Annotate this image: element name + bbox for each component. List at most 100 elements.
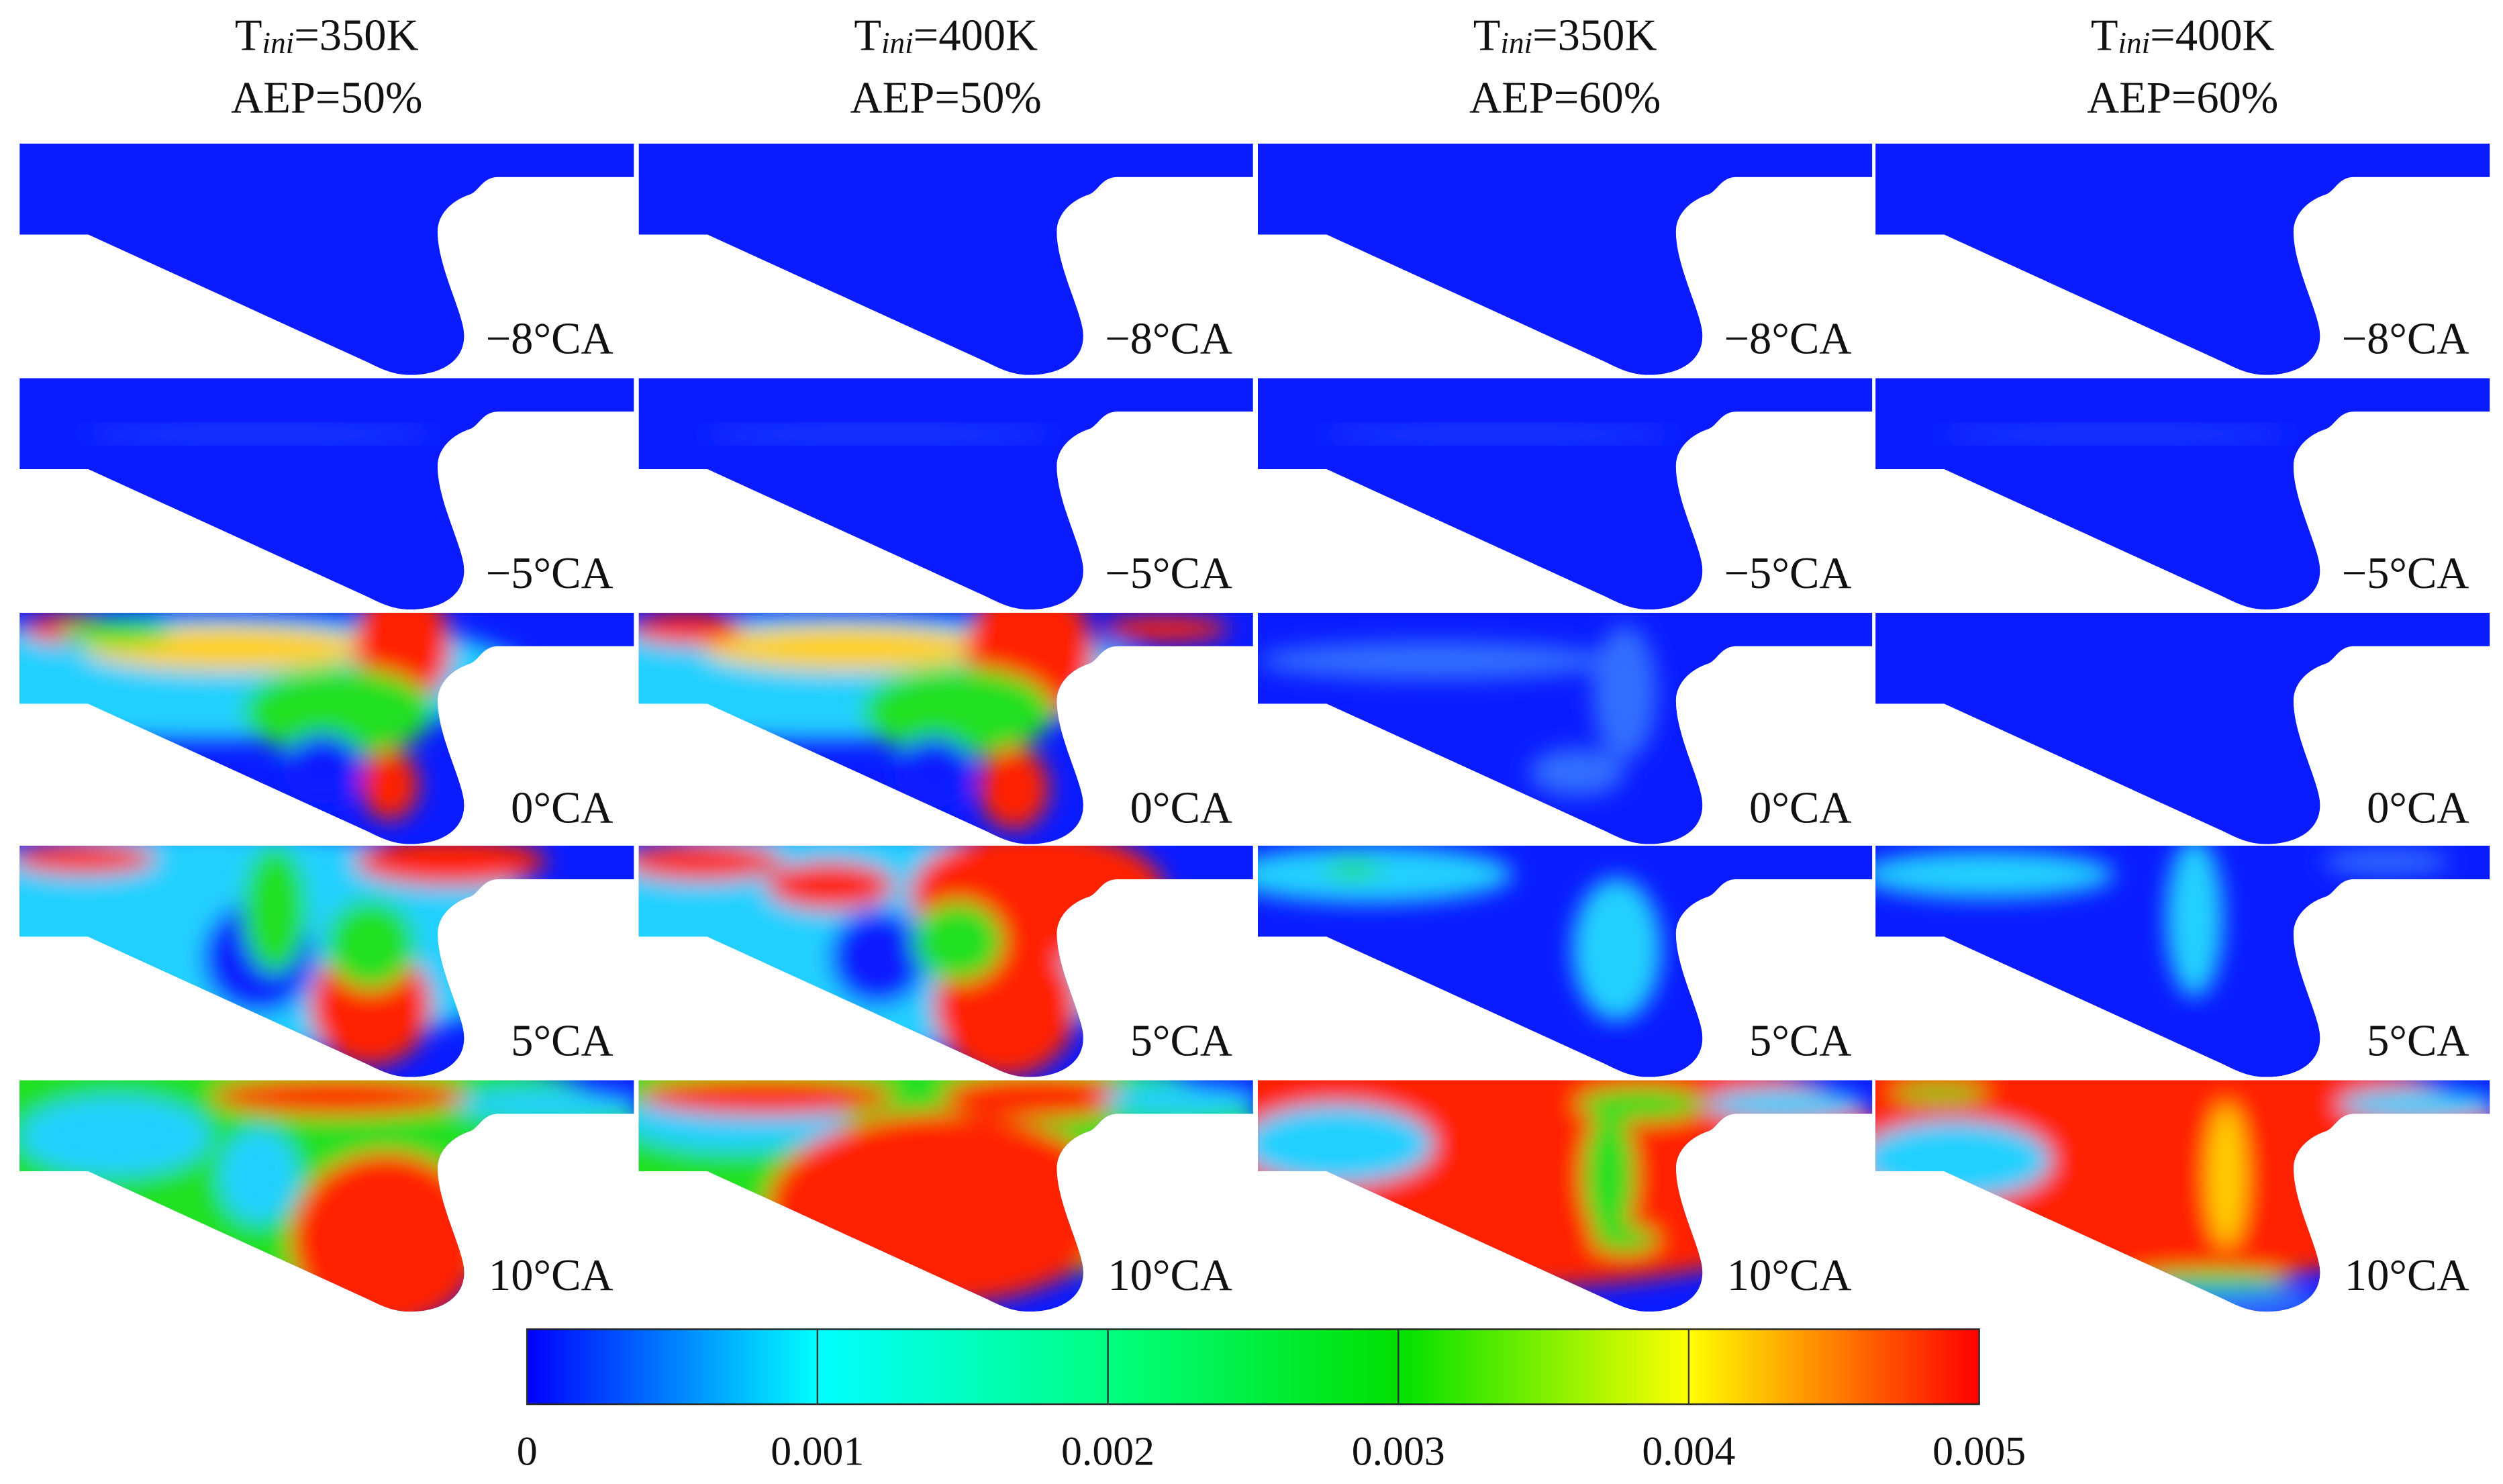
contour-region bbox=[702, 625, 990, 671]
colorbar-tick-label: 0.004 bbox=[1642, 1428, 1735, 1474]
contour-panel bbox=[638, 378, 1253, 610]
colorbar-tick-label: 0 bbox=[517, 1428, 538, 1474]
domain bbox=[1258, 143, 1873, 375]
title-subscript: ini bbox=[262, 26, 295, 60]
contour-field bbox=[1258, 1080, 1873, 1288]
row-label: 0°CA bbox=[511, 783, 613, 832]
contour-region bbox=[242, 846, 307, 974]
title-value: =350K bbox=[1532, 11, 1657, 60]
domain bbox=[19, 143, 634, 375]
contour-region bbox=[1593, 1227, 1657, 1253]
row-label: 5°CA bbox=[1130, 1016, 1232, 1065]
title-symbol: T bbox=[235, 11, 262, 60]
title-subscript: ini bbox=[881, 26, 914, 60]
contour-region bbox=[893, 737, 974, 807]
row-label: 10°CA bbox=[1108, 1251, 1232, 1300]
contour-region bbox=[326, 899, 415, 989]
contour-panel bbox=[1258, 612, 1873, 844]
column-subtitle: AEP=60% bbox=[2087, 73, 2278, 122]
row-label: 5°CA bbox=[2367, 1016, 2469, 1065]
contour-region bbox=[219, 1128, 299, 1224]
contour-field bbox=[19, 846, 562, 1067]
contour-field bbox=[19, 612, 530, 820]
contour-region bbox=[1258, 1104, 1434, 1185]
column-title: Tini=350K bbox=[1473, 11, 1657, 60]
contour-region bbox=[360, 750, 419, 820]
contour-region bbox=[913, 901, 1003, 982]
column-title: Tini=350K bbox=[235, 11, 419, 60]
row-label: −5°CA bbox=[1724, 549, 1852, 598]
contour-panel bbox=[19, 378, 634, 610]
title-value: =350K bbox=[294, 11, 418, 60]
row-label: −5°CA bbox=[2342, 549, 2469, 598]
colorbar-tick-label: 0.003 bbox=[1352, 1428, 1445, 1474]
contour-region bbox=[242, 666, 435, 756]
colorbar-tick-label: 0.002 bbox=[1061, 1428, 1155, 1474]
contour-panel bbox=[1258, 143, 1873, 375]
title-symbol: T bbox=[2091, 11, 2118, 60]
contour-region bbox=[19, 1096, 211, 1177]
row-label: −8°CA bbox=[2342, 314, 2469, 363]
contour-panel bbox=[1875, 612, 2490, 844]
contour-panel bbox=[1258, 846, 1873, 1077]
row-label: 10°CA bbox=[489, 1251, 614, 1300]
contour-field bbox=[83, 424, 435, 444]
contour-region bbox=[2130, 1270, 2291, 1289]
contour-region bbox=[1704, 1088, 1865, 1120]
contour-field bbox=[1322, 424, 1673, 444]
contour-region bbox=[1875, 850, 2115, 899]
contour-field bbox=[1939, 424, 2291, 444]
row-label: 5°CA bbox=[1749, 1016, 1851, 1065]
domain bbox=[638, 143, 1253, 375]
row-label: 0°CA bbox=[2367, 783, 2469, 832]
contour-region bbox=[862, 666, 1054, 756]
contour-region bbox=[354, 846, 546, 886]
row-label: −5°CA bbox=[1105, 549, 1232, 598]
contour-region bbox=[2338, 1088, 2490, 1120]
contour-panel bbox=[1875, 846, 2490, 1077]
contour-region bbox=[1529, 748, 1625, 797]
contour-panel bbox=[1875, 143, 2490, 375]
contour-region bbox=[830, 909, 926, 1005]
colorbar-tick-label: 0.001 bbox=[771, 1428, 864, 1474]
contour-region bbox=[2322, 848, 2450, 875]
row-label: −8°CA bbox=[1105, 314, 1232, 363]
row-label: 5°CA bbox=[511, 1016, 613, 1065]
column-subtitle: AEP=60% bbox=[1469, 73, 1661, 122]
contour-region bbox=[1258, 1080, 1873, 1288]
row-label: −5°CA bbox=[486, 549, 614, 598]
contour-region bbox=[59, 619, 171, 645]
contour-region bbox=[2130, 1284, 2322, 1312]
contour-region bbox=[638, 1080, 894, 1116]
column-subtitle: AEP=50% bbox=[231, 73, 422, 122]
contour-region bbox=[1577, 1088, 1705, 1120]
title-symbol: T bbox=[1473, 11, 1501, 60]
contour-region bbox=[942, 1080, 1134, 1119]
contour-panel bbox=[1258, 378, 1873, 610]
contour-region bbox=[638, 612, 743, 645]
contour-panel bbox=[19, 612, 634, 844]
row-label: 10°CA bbox=[1727, 1251, 1852, 1300]
contour-region bbox=[450, 1088, 634, 1120]
row-label: −8°CA bbox=[486, 314, 614, 363]
colorbar bbox=[526, 1328, 1980, 1405]
contour-field bbox=[1875, 846, 2450, 997]
contour-region bbox=[702, 424, 1054, 444]
column-title: Tini=400K bbox=[2091, 11, 2275, 60]
contour-region bbox=[1572, 877, 1662, 1022]
row-label: −8°CA bbox=[1724, 314, 1852, 363]
contour-field bbox=[1258, 625, 1657, 797]
contour-region bbox=[211, 1080, 467, 1116]
column-title: Tini=400K bbox=[854, 11, 1038, 60]
contour-region bbox=[1101, 615, 1230, 642]
title-value: =400K bbox=[914, 11, 1038, 60]
colorbar-tick-label: 0.005 bbox=[1932, 1428, 2026, 1474]
contour-region bbox=[1891, 1085, 1987, 1101]
contour-region bbox=[19, 846, 156, 875]
domain bbox=[1875, 612, 2490, 844]
contour-field bbox=[1258, 846, 1662, 1022]
contour-region bbox=[283, 734, 363, 805]
